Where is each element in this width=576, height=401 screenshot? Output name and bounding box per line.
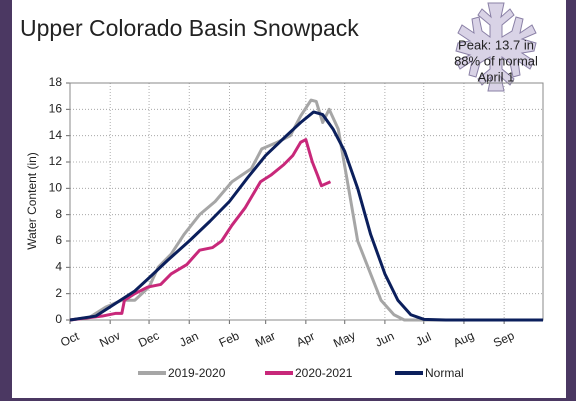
y-tick-label: 14 [49,128,63,142]
legend-label: 2019-2020 [168,366,226,380]
y-tick-label: 12 [49,154,63,168]
legend-label: 2020-2021 [295,366,353,380]
y-tick-label: 10 [49,181,63,195]
legend-label: Normal [425,366,464,380]
y-tick-label: 6 [55,233,62,247]
y-tick-label: 0 [55,312,62,326]
x-tick-label: Jul [414,330,434,349]
y-tick-label: 18 [49,75,63,89]
annotation: 88% of normal [454,53,538,68]
annotation: Peak: 13.7 in [458,37,534,52]
y-tick-label: 16 [49,102,63,116]
y-tick-label: 2 [55,286,62,300]
y-axis-label: Water Content (in) [25,152,39,250]
y-tick-label: 4 [55,260,62,274]
chart-title: Upper Colorado Basin Snowpack [20,15,359,41]
annotation: April 1 [478,69,515,84]
line [69,110,543,322]
snowflake [455,2,537,92]
plot-border [69,82,544,321]
line [69,138,332,322]
y-tick-label: 8 [55,207,62,221]
